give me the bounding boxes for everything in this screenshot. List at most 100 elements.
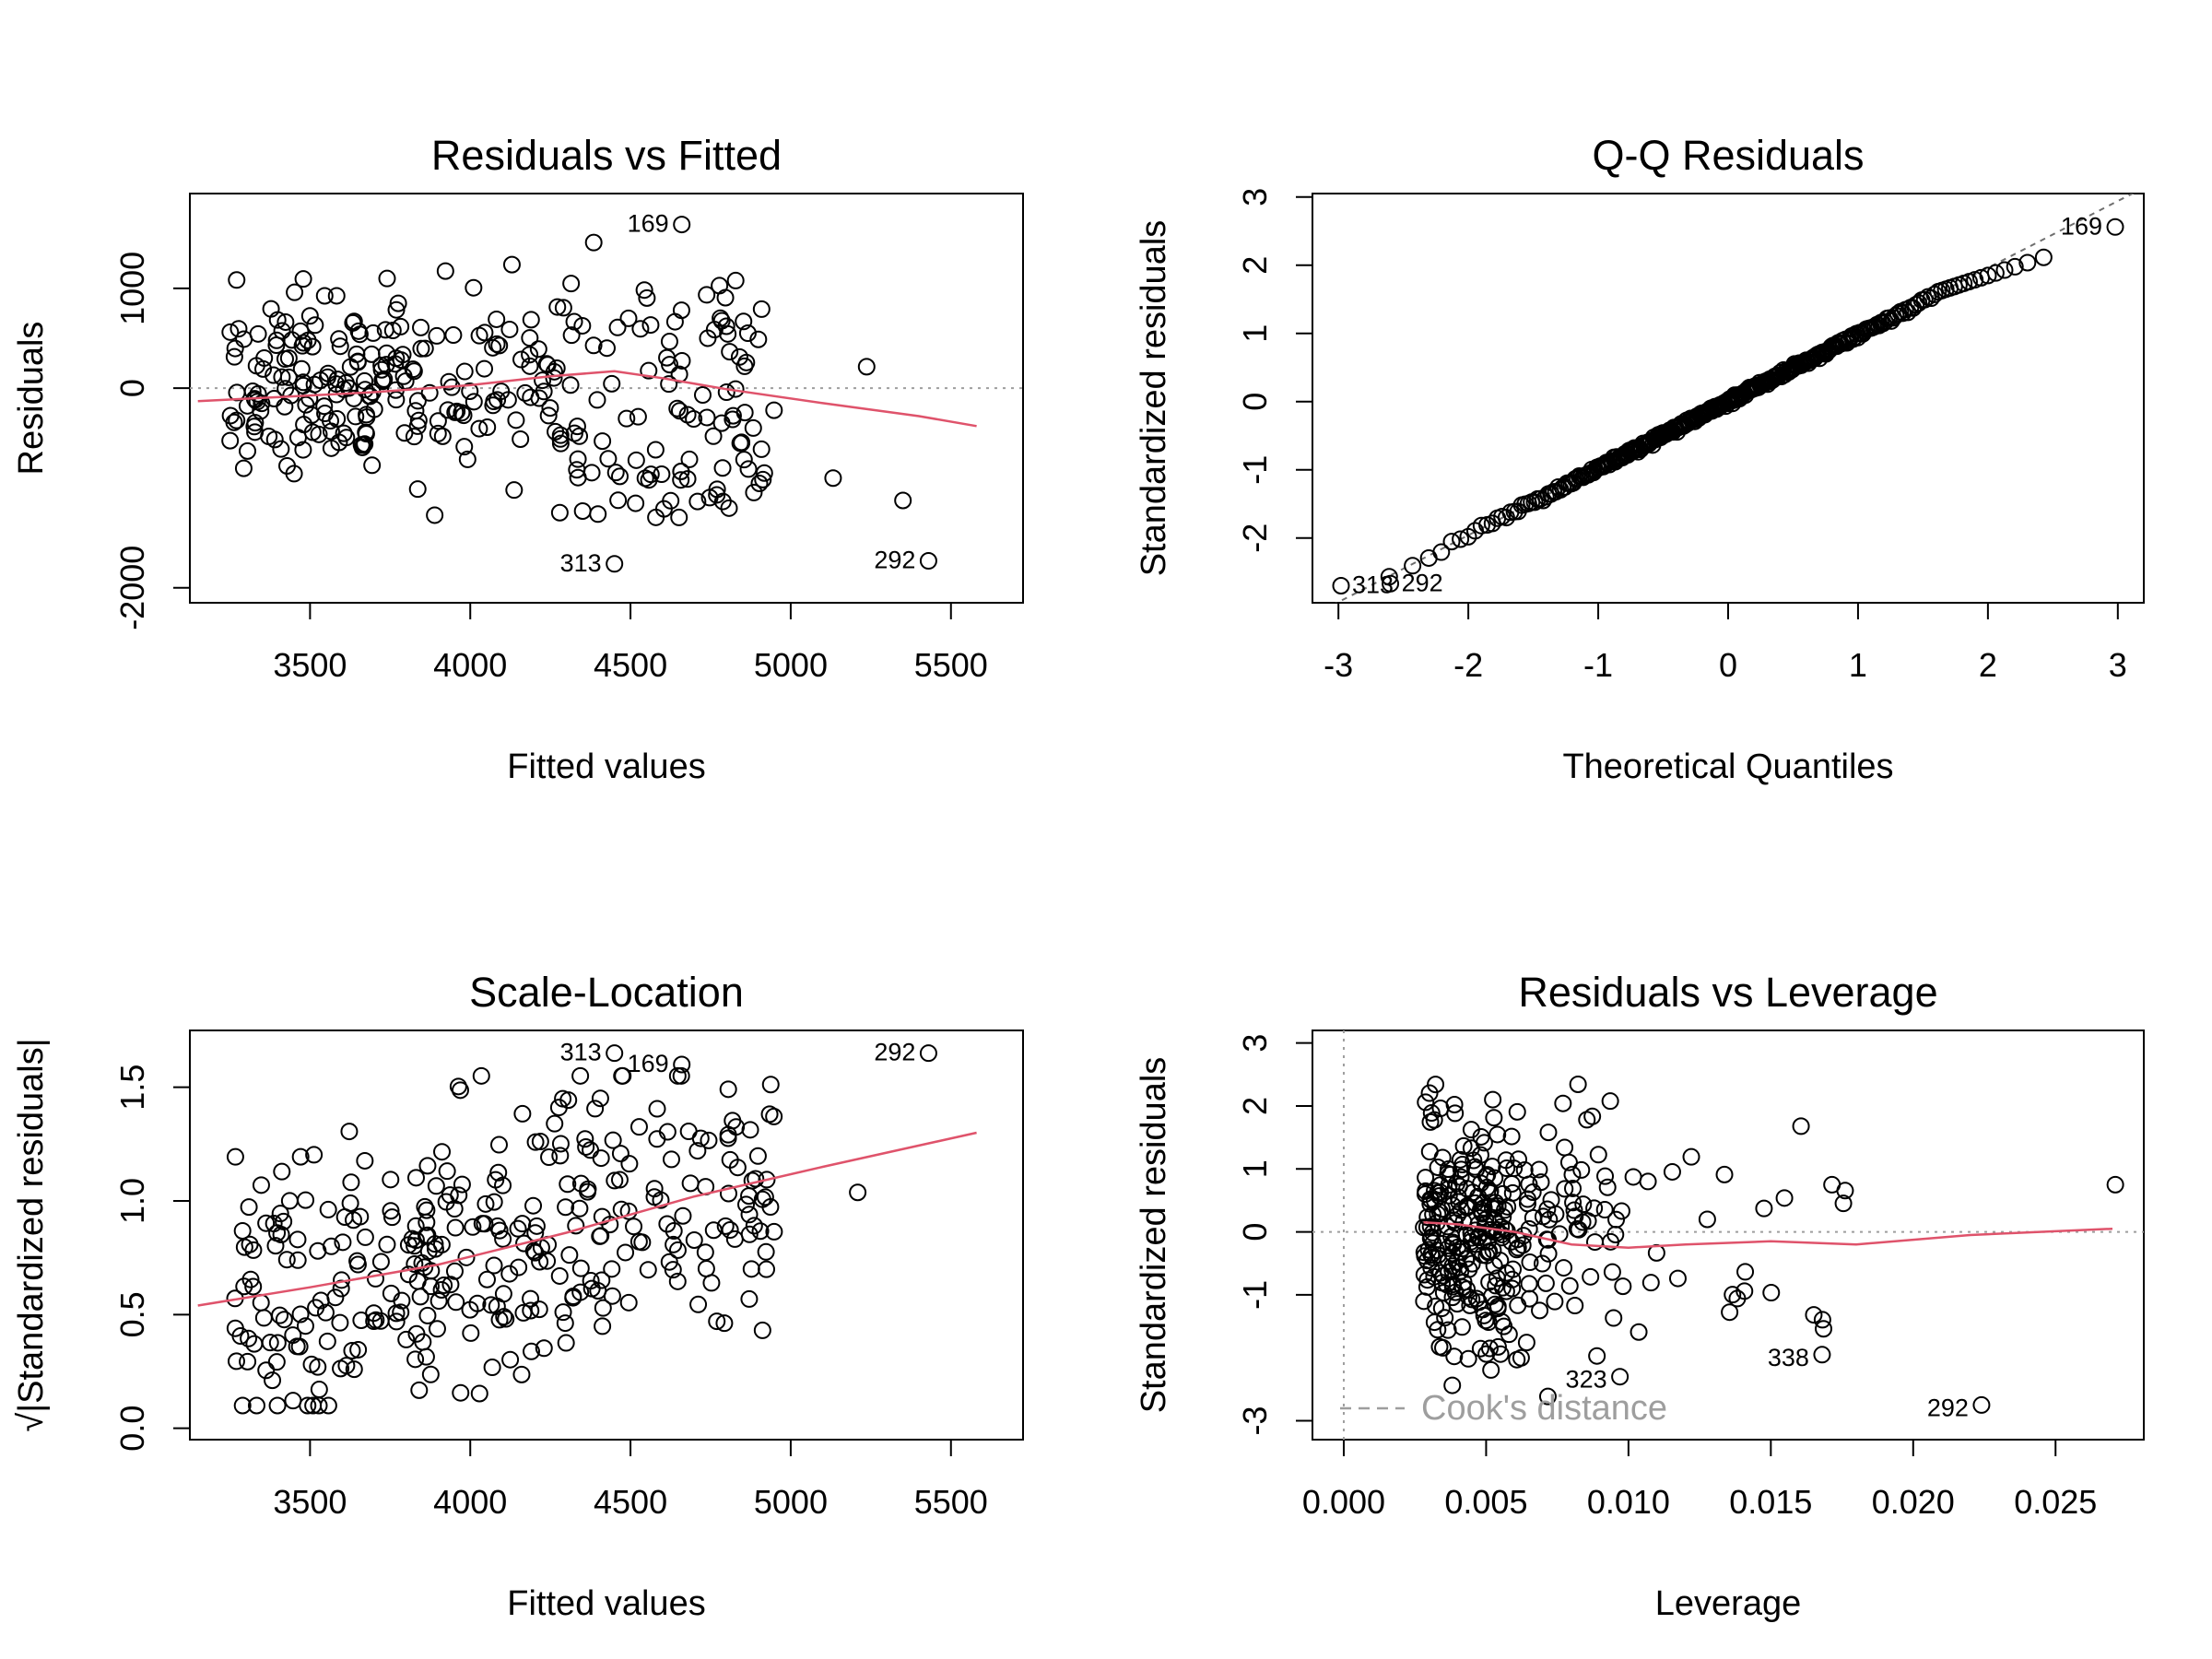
data-point	[465, 393, 483, 411]
y-tick-label: 1	[1236, 1159, 1274, 1178]
data-point	[535, 382, 553, 401]
data-point	[499, 391, 517, 409]
y-tick-label: 2	[1236, 256, 1274, 275]
data-point	[418, 1157, 437, 1175]
data-point	[235, 330, 253, 348]
data-point	[245, 1335, 264, 1353]
data-point	[638, 288, 656, 307]
data-point	[347, 407, 365, 426]
data-point	[461, 382, 479, 401]
data-point	[227, 1352, 245, 1371]
data-point	[1459, 1288, 1477, 1306]
data-point	[541, 399, 559, 418]
data-point	[233, 1221, 252, 1240]
data-point	[502, 255, 521, 274]
data-point	[1454, 1136, 1473, 1155]
data-point	[1530, 1160, 1548, 1179]
y-tick-label: 2	[1236, 1097, 1274, 1115]
data-point	[247, 357, 265, 375]
data-point	[286, 283, 304, 301]
data-point	[1382, 574, 1400, 593]
data-point	[482, 1296, 500, 1314]
data-point	[1721, 1303, 1739, 1322]
x-tick-label: 5500	[914, 646, 988, 684]
data-point	[408, 392, 427, 410]
data-point	[371, 1253, 390, 1271]
data-point	[340, 1123, 359, 1141]
data-point	[1823, 1175, 1841, 1194]
data-point	[1614, 1277, 1632, 1296]
data-point	[296, 1317, 314, 1335]
data-point	[348, 353, 367, 371]
data-point	[1431, 1100, 1450, 1118]
data-point	[1518, 1194, 1536, 1213]
data-point	[1453, 1318, 1471, 1336]
data-point	[284, 1326, 302, 1345]
data-point	[437, 1193, 455, 1211]
data-point	[435, 1276, 453, 1294]
data-point	[319, 1396, 337, 1415]
data-point	[604, 1131, 622, 1149]
data-point	[1424, 1234, 1442, 1253]
data-point	[310, 1396, 328, 1415]
data-point	[1538, 1387, 1557, 1406]
data-point	[737, 1195, 756, 1214]
data-point	[426, 1240, 444, 1258]
data-point	[378, 1235, 396, 1253]
data-point	[299, 1396, 317, 1415]
data-point	[530, 1300, 548, 1319]
data-point	[631, 320, 650, 338]
data-point	[641, 465, 660, 484]
data-point	[226, 339, 244, 358]
data-point	[1420, 1084, 1439, 1102]
data-point	[1477, 1345, 1496, 1363]
x-tick-label: 4000	[433, 646, 507, 684]
data-point	[382, 1202, 400, 1220]
data-point	[554, 1089, 572, 1108]
x-tick-label: -3	[1324, 646, 1353, 684]
data-point	[1427, 1076, 1445, 1094]
data-point	[446, 403, 465, 421]
data-point	[412, 318, 430, 336]
data-point	[476, 359, 494, 378]
data-point	[297, 1191, 315, 1209]
data-point	[1487, 1277, 1505, 1295]
data-point	[1582, 1267, 1600, 1286]
data-point	[661, 356, 679, 374]
x-tick-label: -1	[1583, 646, 1613, 684]
data-point	[1566, 1207, 1584, 1226]
data-point	[257, 1361, 276, 1380]
data-point	[268, 1224, 287, 1242]
data-point	[1735, 1282, 1754, 1300]
data-point	[1450, 1177, 1468, 1195]
data-point	[567, 1217, 585, 1235]
data-point	[1415, 1243, 1433, 1262]
data-point	[387, 1312, 406, 1331]
data-point	[268, 1334, 287, 1352]
data-point	[300, 307, 319, 325]
x-tick-label: 4000	[433, 1483, 507, 1521]
data-point	[382, 1171, 400, 1189]
data-point	[1598, 1178, 1617, 1196]
data-point	[551, 426, 570, 444]
data-point	[1443, 1277, 1462, 1296]
data-point	[608, 318, 627, 336]
data-point	[421, 1277, 440, 1296]
data-point	[441, 1276, 460, 1294]
point-label: 338	[1768, 1344, 1809, 1371]
data-point	[244, 1241, 263, 1259]
data-point	[484, 338, 502, 357]
data-point	[240, 1198, 258, 1217]
data-point	[716, 288, 735, 307]
data-point	[510, 1258, 528, 1277]
data-point	[610, 1171, 629, 1189]
data-point	[303, 423, 322, 441]
data-point	[1445, 1347, 1464, 1366]
data-point	[588, 391, 606, 409]
data-point	[712, 312, 731, 330]
data-point	[557, 1334, 575, 1352]
data-point	[455, 362, 474, 381]
data-point	[375, 370, 394, 388]
data-point	[1813, 1346, 1831, 1364]
data-point	[225, 347, 243, 366]
